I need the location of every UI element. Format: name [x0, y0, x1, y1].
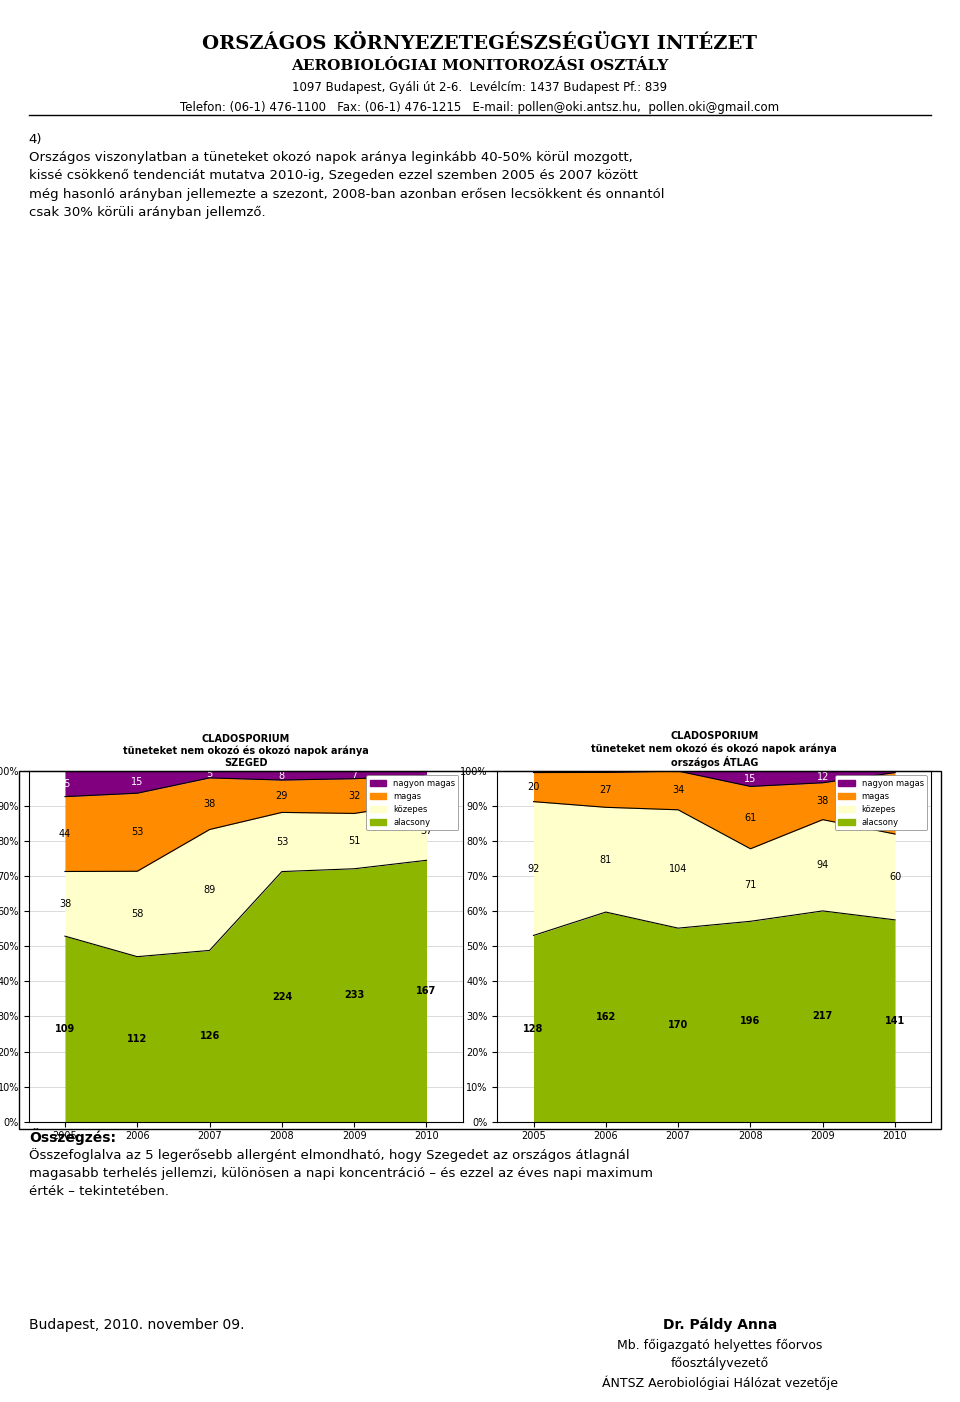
Text: 89: 89 [204, 885, 216, 894]
Text: 32: 32 [348, 791, 360, 801]
Text: 233: 233 [344, 990, 364, 1000]
Text: 4)
Országos viszonylatban a tüneteket okozó napok aránya leginkább 40-50% körül : 4) Országos viszonylatban a tüneteket ok… [29, 133, 664, 219]
Text: 38: 38 [817, 796, 828, 806]
Text: 109: 109 [55, 1023, 75, 1033]
Text: ÁNTSZ Aerobiológiai Hálózat vezetője: ÁNTSZ Aerobiológiai Hálózat vezetője [602, 1375, 838, 1389]
Text: 112: 112 [127, 1035, 148, 1044]
Text: 141: 141 [885, 1015, 905, 1026]
Text: 37: 37 [420, 826, 433, 837]
Text: 60: 60 [889, 872, 901, 882]
Text: 44: 44 [59, 829, 71, 838]
Text: 94: 94 [817, 861, 828, 871]
Text: 7: 7 [351, 770, 357, 780]
Text: 1097 Budapest, Gyáli út 2-6.  Levélcím: 1437 Budapest Pf.: 839: 1097 Budapest, Gyáli út 2-6. Levélcím: 1… [293, 81, 667, 94]
Text: 38: 38 [204, 799, 216, 809]
Text: Mb. főigazgató helyettes főorvos: Mb. főigazgató helyettes főorvos [617, 1339, 823, 1352]
Text: 126: 126 [200, 1030, 220, 1042]
Text: 15: 15 [132, 777, 143, 787]
Legend: nagyon magas, magas, közepes, alacsony: nagyon magas, magas, közepes, alacsony [835, 775, 927, 830]
Text: főosztályvezető: főosztályvezető [671, 1357, 769, 1370]
Text: 196: 196 [740, 1016, 760, 1026]
Text: 61: 61 [744, 813, 756, 823]
Text: 217: 217 [812, 1011, 833, 1021]
Text: ORSZÁGOS KÖRNYEZETEGÉSZSÉGÜGYI INTÉZET: ORSZÁGOS KÖRNYEZETEGÉSZSÉGÜGYI INTÉZET [203, 35, 757, 53]
Text: Dr. Páldy Anna: Dr. Páldy Anna [662, 1318, 778, 1332]
Text: 5: 5 [206, 770, 213, 780]
Text: 81: 81 [600, 855, 612, 865]
Text: 224: 224 [272, 991, 292, 1001]
Text: Összegzés:: Összegzés: [29, 1129, 116, 1145]
Text: 3: 3 [423, 768, 429, 778]
Text: 34: 34 [672, 785, 684, 795]
Text: 104: 104 [669, 864, 687, 873]
Text: 15: 15 [59, 780, 71, 789]
Text: 170: 170 [668, 1019, 688, 1030]
Text: 162: 162 [596, 1012, 616, 1022]
Text: 58: 58 [132, 908, 143, 918]
Text: 71: 71 [744, 880, 756, 890]
Text: 38: 38 [59, 899, 71, 908]
Text: 12: 12 [817, 773, 828, 782]
Text: Budapest, 2010. november 09.: Budapest, 2010. november 09. [29, 1318, 244, 1332]
Text: 128: 128 [523, 1023, 543, 1033]
Legend: nagyon magas, magas, közepes, alacsony: nagyon magas, magas, közepes, alacsony [367, 775, 459, 830]
Text: 167: 167 [417, 986, 437, 995]
Title: CLADOSPORIUM
tüneteket nem okozó és okozó napok aránya
országos ÁTLAG: CLADOSPORIUM tüneteket nem okozó és okoz… [591, 732, 837, 767]
Text: 15: 15 [744, 774, 756, 784]
Text: 92: 92 [527, 864, 540, 873]
Text: Telefon: (06-1) 476-1100   Fax: (06-1) 476-1215   E-mail: pollen@oki.antsz.hu,  : Telefon: (06-1) 476-1100 Fax: (06-1) 476… [180, 101, 780, 114]
Text: 8: 8 [278, 771, 285, 781]
Text: 53: 53 [276, 837, 288, 847]
Text: 17: 17 [420, 784, 433, 794]
Title: CLADOSPORIUM
tüneteket nem okozó és okozó napok aránya
SZEGED: CLADOSPORIUM tüneteket nem okozó és okoz… [123, 733, 369, 767]
Text: 51: 51 [348, 836, 360, 845]
Text: AEROBIOLÓGIAI MONITOROZÁSI OSZTÁLY: AEROBIOLÓGIAI MONITOROZÁSI OSZTÁLY [291, 59, 669, 73]
Text: 27: 27 [600, 785, 612, 795]
Text: 43: 43 [889, 798, 901, 809]
Text: 53: 53 [132, 827, 143, 837]
Text: 29: 29 [276, 791, 288, 801]
Text: 20: 20 [527, 782, 540, 792]
Text: Összefoglalva az 5 legerősebb allergént elmondható, hogy Szegedet az országos át: Összefoglalva az 5 legerősebb allergént … [29, 1148, 653, 1199]
